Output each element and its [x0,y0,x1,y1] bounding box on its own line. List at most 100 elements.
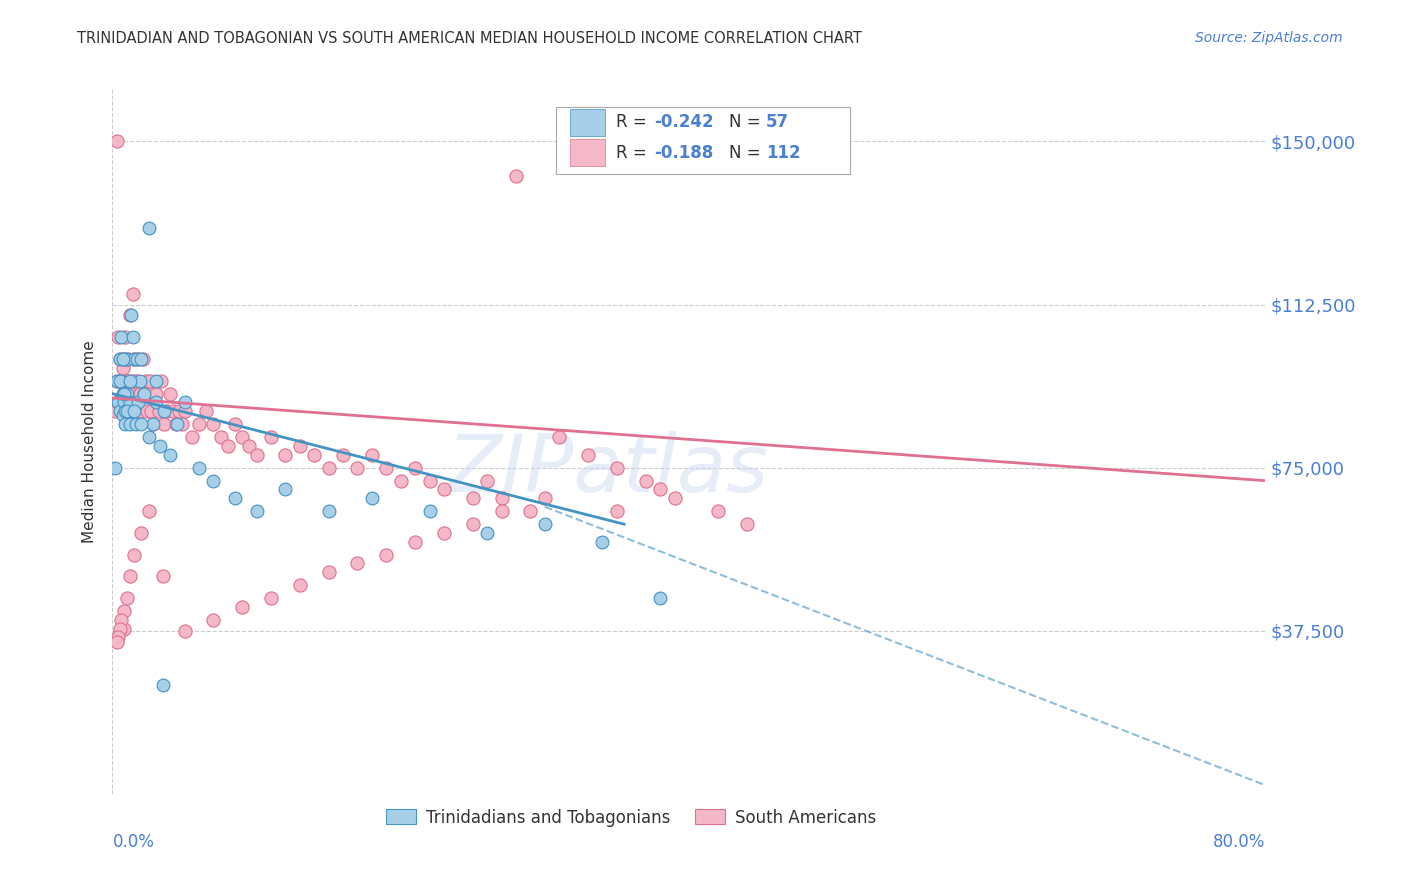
Point [173,395,195,409]
Point [108,351,131,366]
Point [491,491,513,505]
Point [138,386,160,401]
Point [217,439,239,453]
FancyBboxPatch shape [557,107,851,174]
Point [115,351,138,366]
Point [505,169,527,184]
Point [576,448,599,462]
Point [170,417,193,431]
Point [114,386,136,401]
Point [129,404,153,418]
Point [150,374,173,388]
Point [129,351,153,366]
Point [153,404,176,418]
Point [135,374,157,388]
Point [475,474,499,488]
Point [274,448,297,462]
Point [115,386,138,401]
Text: R =: R = [616,113,652,131]
Point [110,374,132,388]
Y-axis label: Median Household Income: Median Household Income [82,340,97,543]
Point [111,351,134,366]
Point [125,374,148,388]
Point [112,351,135,366]
Point [260,430,283,444]
Text: -0.188: -0.188 [654,144,714,161]
Text: R =: R = [616,144,652,161]
Point [105,634,128,648]
Point [173,624,195,638]
Text: N =: N = [730,144,766,161]
Point [419,474,441,488]
Point [124,404,146,418]
Point [136,404,159,418]
Point [735,517,758,532]
Point [534,491,557,505]
Point [122,351,145,366]
Point [318,565,340,579]
Point [112,386,135,401]
Point [104,460,127,475]
Point [120,386,142,401]
Point [548,430,571,444]
Text: ZIPatlas: ZIPatlas [447,431,769,508]
Point [111,409,134,423]
Point [145,374,167,388]
Point [664,491,686,505]
Point [125,351,148,366]
Point [288,578,311,592]
Point [419,504,441,518]
Point [112,622,135,636]
Point [114,404,136,418]
Point [166,417,188,431]
Point [129,525,153,540]
Point [112,351,135,366]
Point [145,386,167,401]
Point [188,460,211,475]
Text: -0.242: -0.242 [654,113,714,131]
Point [117,404,139,418]
Point [110,330,132,344]
Point [107,395,129,409]
Point [360,448,382,462]
Point [491,504,513,518]
Point [118,309,141,323]
Point [139,374,162,388]
Point [224,491,246,505]
Point [118,374,141,388]
Legend: Trinidadians and Tobagonians, South Americans: Trinidadians and Tobagonians, South Amer… [378,800,884,835]
Text: 0.0%: 0.0% [112,832,155,851]
Point [246,448,269,462]
Point [634,474,657,488]
Point [121,286,143,301]
Point [111,386,134,401]
Point [104,404,127,418]
Point [115,374,138,388]
Text: N =: N = [730,113,766,131]
Point [134,386,156,401]
Point [433,483,456,497]
Point [128,386,150,401]
FancyBboxPatch shape [571,109,605,136]
Point [110,613,132,627]
Point [145,395,167,409]
Point [404,534,426,549]
Point [433,525,456,540]
Point [209,430,232,444]
Point [122,548,145,562]
Point [202,474,225,488]
Point [120,309,142,323]
Point [138,504,160,518]
Point [173,404,195,418]
Point [167,404,190,418]
Point [122,351,145,366]
Point [461,491,484,505]
Text: 112: 112 [766,144,801,161]
Point [111,360,134,375]
Point [110,374,132,388]
Point [107,330,129,344]
Point [346,557,368,571]
Point [188,417,211,431]
Point [375,460,398,475]
Point [592,534,614,549]
